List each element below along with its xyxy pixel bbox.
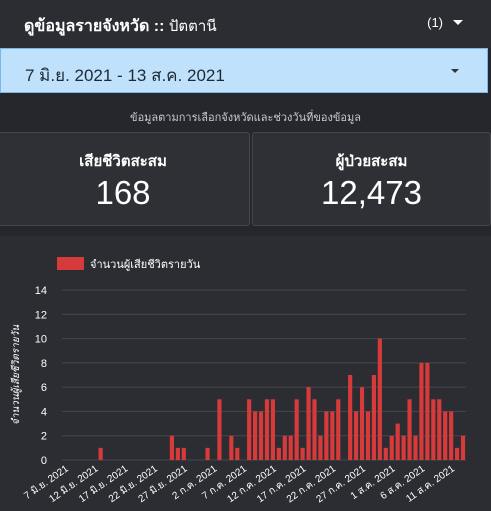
bar	[306, 387, 311, 460]
y-tick-label: 10	[35, 334, 47, 346]
y-tick-label: 12	[35, 309, 47, 321]
bar	[253, 411, 258, 460]
bar	[205, 447, 210, 460]
bar	[181, 447, 186, 460]
bar	[270, 399, 275, 460]
bar	[431, 399, 436, 460]
bar	[282, 435, 287, 460]
scorecard-label: ผู้ป่วยสะสม	[335, 153, 408, 170]
bar	[336, 399, 341, 460]
bar	[413, 435, 418, 460]
bar	[425, 362, 430, 460]
bar	[294, 399, 299, 460]
page-title: ดูข้อมูลรายจังหวัด :: ปัตตานี	[24, 14, 217, 39]
bar	[258, 411, 264, 460]
bar	[264, 399, 270, 460]
bar	[324, 411, 329, 460]
bar	[443, 411, 448, 460]
scorecard-value: 12,473	[321, 174, 422, 211]
bar	[401, 435, 406, 460]
bar	[348, 375, 353, 460]
dropdown-caret-icon[interactable]	[453, 20, 463, 25]
bar	[229, 435, 234, 460]
bar	[449, 411, 454, 460]
bar	[371, 375, 376, 460]
scorecard-cases: ผู้ป่วยสะสม 12,473	[252, 132, 491, 226]
bar	[377, 338, 382, 460]
bar	[247, 399, 252, 460]
bar	[318, 435, 323, 460]
bar	[365, 411, 371, 460]
bar	[98, 447, 103, 460]
scorecard-value: 168	[95, 174, 151, 211]
bar	[235, 447, 240, 460]
y-tick-label: 8	[41, 358, 47, 370]
legend-label: จำนวนผู้เสียชีวิตรายวัน	[90, 258, 201, 271]
bar	[276, 447, 281, 460]
bar	[354, 411, 359, 460]
legend-swatch	[57, 257, 84, 270]
chart-panel	[0, 236, 491, 511]
y-tick-label: 0	[41, 455, 47, 467]
bar	[175, 447, 180, 460]
bar	[460, 435, 466, 460]
bar	[437, 399, 442, 460]
bar	[300, 447, 305, 460]
bar	[312, 399, 317, 460]
y-tick-label: 6	[41, 382, 47, 394]
bar	[395, 423, 400, 460]
bar	[389, 435, 394, 460]
bar	[407, 399, 412, 460]
y-tick-label: 2	[41, 431, 47, 443]
y-tick-label: 14	[35, 285, 47, 297]
province-filter-bar[interactable]: ดูข้อมูลรายจังหวัด :: ปัตตานี (1)	[0, 0, 491, 48]
selected-province: ปัตตานี	[168, 18, 217, 35]
scorecard-label: เสียชีวิตสะสม	[79, 153, 167, 170]
bar	[455, 447, 460, 460]
scorecard-deaths: เสียชีวิตสะสม 168	[0, 132, 250, 226]
bar	[169, 435, 174, 460]
bar	[288, 435, 293, 460]
bar	[359, 387, 365, 460]
bar	[217, 399, 222, 460]
selection-count: (1)	[427, 15, 443, 30]
date-range-label: 7 มิ.ย. 2021 - 13 ส.ค. 2021	[25, 66, 225, 85]
bar	[419, 362, 424, 460]
chevron-down-icon[interactable]	[451, 69, 459, 73]
y-tick-label: 4	[41, 406, 47, 418]
title-text: ดูข้อมูลรายจังหวัด ::	[24, 18, 165, 35]
bar	[383, 447, 388, 460]
y-axis-title: จำนวนผู้เสียชีวิตรายวัน	[10, 324, 22, 425]
filter-caption: ข้อมูลตามการเลือกจังหวัดและช่วงวันที่ของ…	[130, 112, 361, 124]
date-range-picker[interactable]: 7 มิ.ย. 2021 - 13 ส.ค. 2021	[0, 48, 488, 93]
bar	[330, 411, 335, 460]
